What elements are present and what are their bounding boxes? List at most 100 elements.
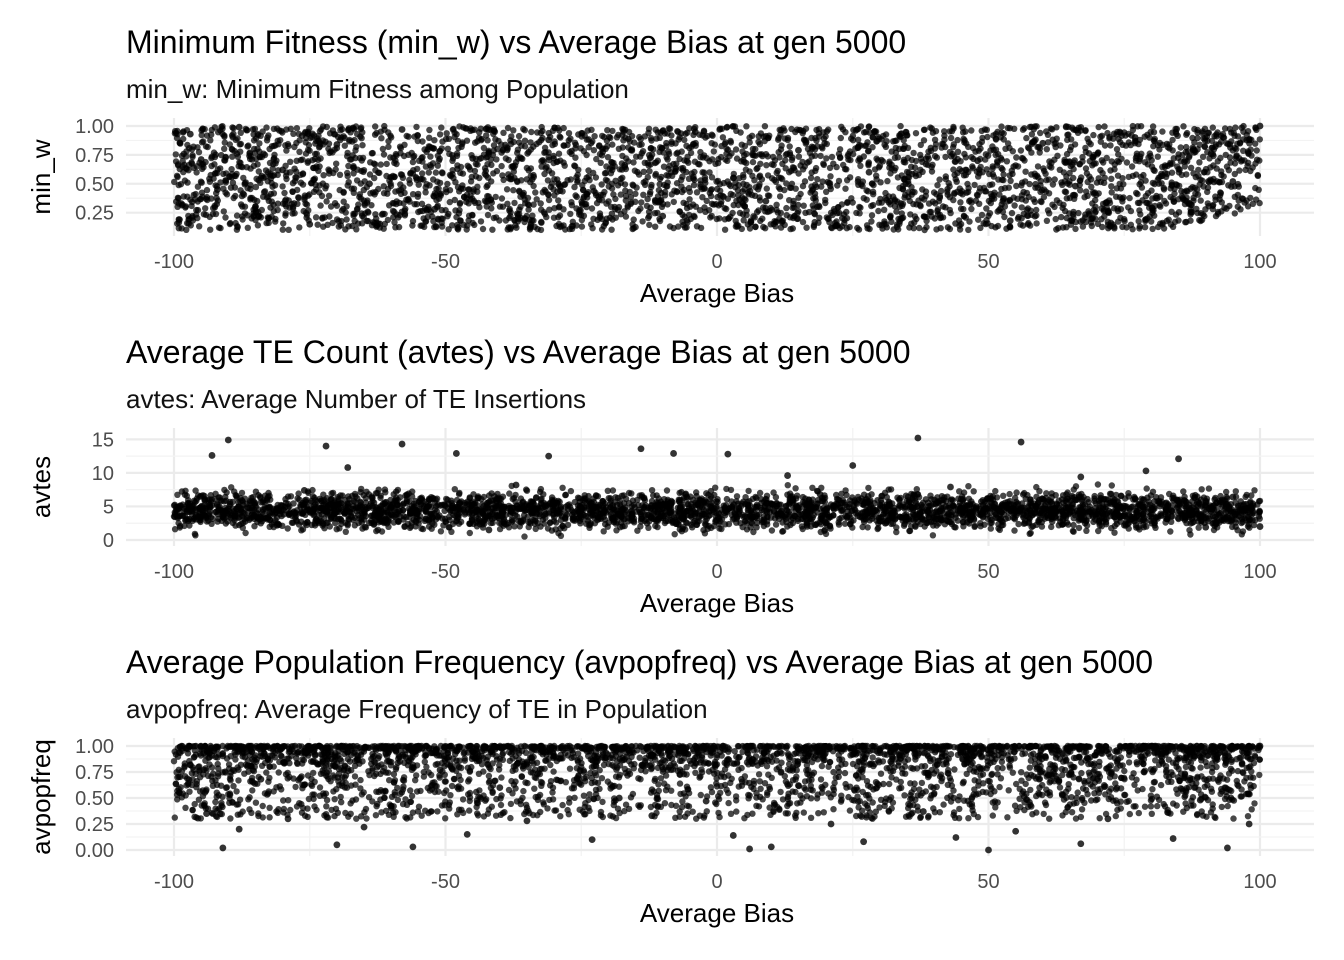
scatter-point — [1161, 197, 1168, 205]
scatter-point — [502, 217, 510, 224]
scatter-point — [782, 165, 789, 172]
scatter-point — [1220, 134, 1227, 141]
scatter-point — [1087, 176, 1095, 183]
scatter-point — [449, 222, 456, 229]
scatter-point — [398, 126, 406, 133]
scatter-point — [1119, 198, 1126, 205]
scatter-point — [1161, 163, 1169, 171]
scatter-point — [816, 214, 823, 221]
scatter-point — [312, 140, 319, 147]
scatter-point — [842, 129, 849, 136]
chart-subtitle: min_w: Minimum Fitness among Population — [126, 74, 629, 104]
scatter-point — [819, 178, 826, 185]
scatter-point — [463, 191, 471, 198]
scatter-point — [609, 141, 616, 148]
scatter-point — [246, 149, 253, 156]
scatter-point — [481, 165, 489, 172]
scatter-point — [446, 198, 453, 206]
scatter-point — [488, 161, 495, 169]
scatter-point — [1181, 188, 1188, 196]
scatter-point — [899, 202, 906, 210]
scatter-point — [511, 162, 519, 169]
scatter-point — [743, 150, 750, 158]
scatter-point — [233, 494, 240, 501]
scatter-point — [260, 174, 267, 181]
scatter-point — [743, 181, 750, 189]
scatter-point — [856, 156, 864, 163]
scatter-point — [1218, 178, 1226, 186]
x-tick-label: 100 — [1243, 251, 1276, 273]
scatter-point — [753, 208, 761, 216]
scatter-point — [418, 175, 425, 183]
scatter-point — [776, 126, 783, 133]
scatter-point — [221, 139, 228, 146]
scatter-point — [1177, 144, 1184, 151]
scatter-point — [679, 218, 686, 225]
scatter-point — [893, 208, 900, 215]
scatter-point — [679, 211, 686, 218]
scatter-point — [968, 127, 975, 134]
scatter-point — [456, 188, 463, 195]
scatter-point — [885, 193, 893, 200]
scatter-point — [1101, 174, 1109, 182]
scatter-point — [617, 191, 624, 198]
scatter-point — [693, 189, 701, 196]
scatter-point — [1215, 141, 1223, 148]
scatter-point — [631, 167, 639, 174]
scatter-point — [608, 210, 616, 217]
scatter-point — [467, 178, 475, 185]
scatter-point — [539, 157, 546, 164]
scatter-point — [483, 132, 490, 139]
scatter-point — [891, 203, 899, 210]
scatter-point — [1089, 214, 1097, 222]
scatter-point — [237, 201, 245, 208]
scatter-point — [1051, 176, 1058, 183]
scatter-point — [1053, 197, 1061, 204]
scatter-point — [592, 191, 600, 199]
scatter-point — [193, 206, 200, 214]
scatter-point — [960, 205, 967, 213]
scatter-point — [1197, 217, 1204, 225]
scatter-point — [1169, 147, 1176, 154]
scatter-point — [1207, 164, 1214, 171]
scatter-point — [1008, 209, 1016, 217]
scatter-point — [907, 211, 914, 218]
scatter-point — [459, 170, 467, 177]
scatter-point — [336, 171, 344, 178]
scatter-point — [521, 137, 529, 144]
scatter-point — [265, 219, 272, 227]
scatter-point — [549, 141, 556, 149]
scatter-point — [944, 188, 951, 195]
scatter-point — [673, 188, 681, 195]
scatter-point — [1170, 195, 1177, 203]
scatter-point — [1088, 183, 1095, 191]
scatter-point — [424, 213, 431, 221]
scatter-point — [1170, 155, 1178, 162]
scatter-point — [823, 155, 830, 162]
scatter-point — [472, 139, 479, 146]
scatter-point — [1000, 176, 1007, 184]
scatter-point — [981, 188, 989, 195]
scatter-point — [911, 189, 918, 196]
scatter-point — [336, 186, 343, 194]
scatter-point — [540, 209, 548, 216]
scatter-point — [201, 126, 208, 133]
scatter-point — [913, 215, 920, 223]
scatter-point — [945, 180, 952, 187]
scatter-point — [613, 134, 621, 141]
scatter-point — [214, 186, 221, 193]
scatter-point — [670, 160, 677, 168]
scatter-point — [660, 163, 668, 170]
scatter-point — [469, 126, 476, 134]
scatter-point — [529, 176, 536, 183]
scatter-point — [740, 217, 747, 224]
scatter-point — [853, 209, 860, 217]
scatter-point — [601, 170, 609, 177]
scatter-point — [369, 149, 376, 157]
scatter-point — [819, 145, 826, 152]
scatter-point — [765, 134, 772, 142]
scatter-point — [781, 186, 788, 194]
scatter-point — [1194, 209, 1201, 217]
scatter-point — [1159, 219, 1166, 227]
scatter-point — [1218, 199, 1226, 206]
